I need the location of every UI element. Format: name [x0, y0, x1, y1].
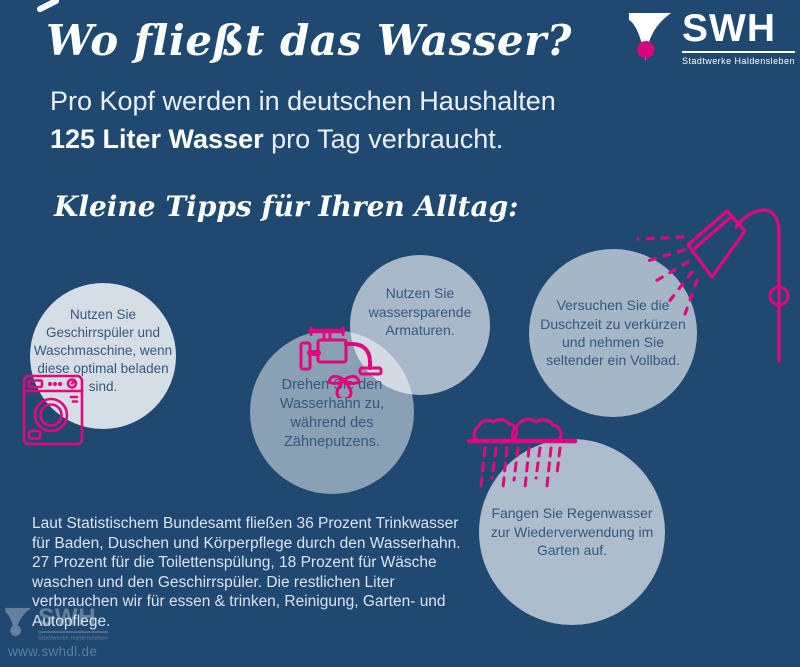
rain-cloud-icon [466, 408, 580, 499]
subtitle-line1: Pro Kopf werden in deutschen Haushalten [50, 86, 556, 116]
title-flourish [35, 0, 61, 14]
subtitle: Pro Kopf werden in deutschen Haushalten … [50, 82, 556, 158]
logo-tagline: Stadtwerke Haldensleben [682, 56, 795, 67]
page-title: Wo fließt das Wasser? [46, 16, 572, 65]
tip-text: Nutzen Sie Geschirrspüler und Waschmasch… [33, 307, 173, 394]
washing-machine-icon [22, 374, 84, 451]
logo-name: SWH [38, 605, 109, 633]
logo-swoosh-icon [628, 13, 672, 62]
company-logo: SWH Stadtwerke Haldensleben [627, 9, 795, 70]
logo-tagline: Stadtwerke Haldensleben [38, 634, 109, 641]
subtitle-line2-rest: pro Tag verbraucht. [263, 124, 504, 154]
statistics-paragraph: Laut Statistischem Bundesamt fließen 36 … [32, 515, 461, 630]
logo-dot-icon [637, 40, 655, 59]
subtitle-line2: 125 Liter Wasser pro Tag verbraucht. [50, 120, 556, 158]
shower-icon [628, 203, 793, 378]
tip-bubble-rainwater: Fangen Sie Regenwasser zur Wiederverwend… [479, 439, 665, 625]
tip-text: Fangen Sie Regenwasser zur Wiederverwend… [490, 505, 654, 559]
tip-bubble-shower: Versuchen Sie die Duschzeit zu verkürzen… [529, 249, 697, 417]
logo-swoosh-icon [5, 607, 32, 638]
tip-text: Versuchen Sie die Duschzeit zu verkürzen… [540, 297, 686, 369]
tip-bubble-tap: Drehen Sie den Wasserhahn zu, während de… [250, 330, 414, 494]
faucet-icon [298, 322, 384, 403]
tip-text: Nutzen Sie wassersparende Armaturen. [368, 285, 472, 339]
watermark-logo: SWH Stadtwerke Haldensleben [4, 605, 109, 643]
section-label: Kleine Tipps für Ihren Alltag: [54, 190, 519, 223]
tip-bubble-fixtures: Nutzen Sie wassersparende Armaturen. [350, 255, 490, 395]
website-url: www.swhdl.de [8, 644, 98, 659]
logo-name: SWH [682, 9, 795, 54]
subtitle-highlight: 125 Liter Wasser [50, 124, 264, 154]
